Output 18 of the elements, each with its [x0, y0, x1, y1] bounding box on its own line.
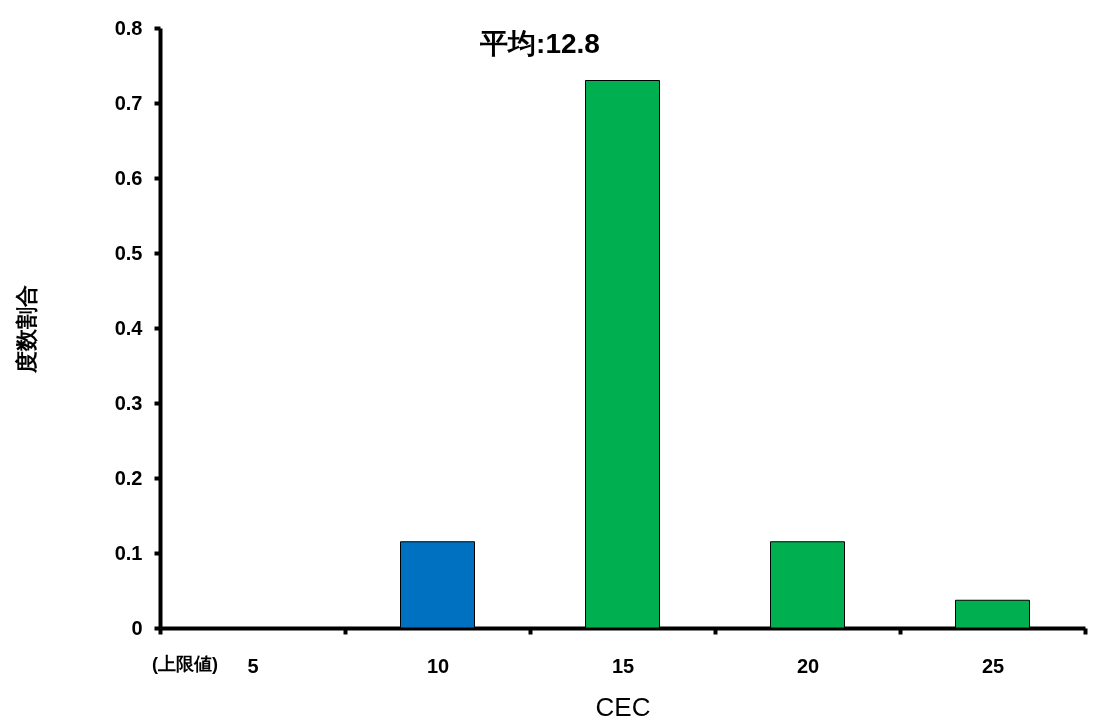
- y-tick-label: 0.6: [114, 166, 143, 189]
- x-tick-label: 15: [611, 654, 635, 677]
- y-tick-label: 0.3: [114, 391, 143, 414]
- x-tick-label: 25: [981, 654, 1005, 677]
- y-tick-label: 0.2: [114, 466, 143, 489]
- y-tick-label: 0.4: [114, 316, 144, 339]
- y-axis-title: 度数割合: [13, 284, 39, 374]
- y-tick-label: 0: [131, 616, 143, 639]
- y-tick-label: 0.8: [114, 16, 143, 39]
- x-axis-title: CEC: [595, 691, 651, 722]
- x-tick-label: 10: [426, 654, 450, 677]
- y-tick-label: 0.1: [114, 541, 143, 564]
- y-tick-label: 0.5: [114, 241, 143, 264]
- x-tick-label: 5: [247, 654, 259, 677]
- x-tick-label: 20: [796, 654, 820, 677]
- annotation: 平均:12.8: [479, 28, 600, 59]
- text: (上限値): [152, 654, 218, 674]
- y-tick-label: 0.7: [114, 91, 143, 114]
